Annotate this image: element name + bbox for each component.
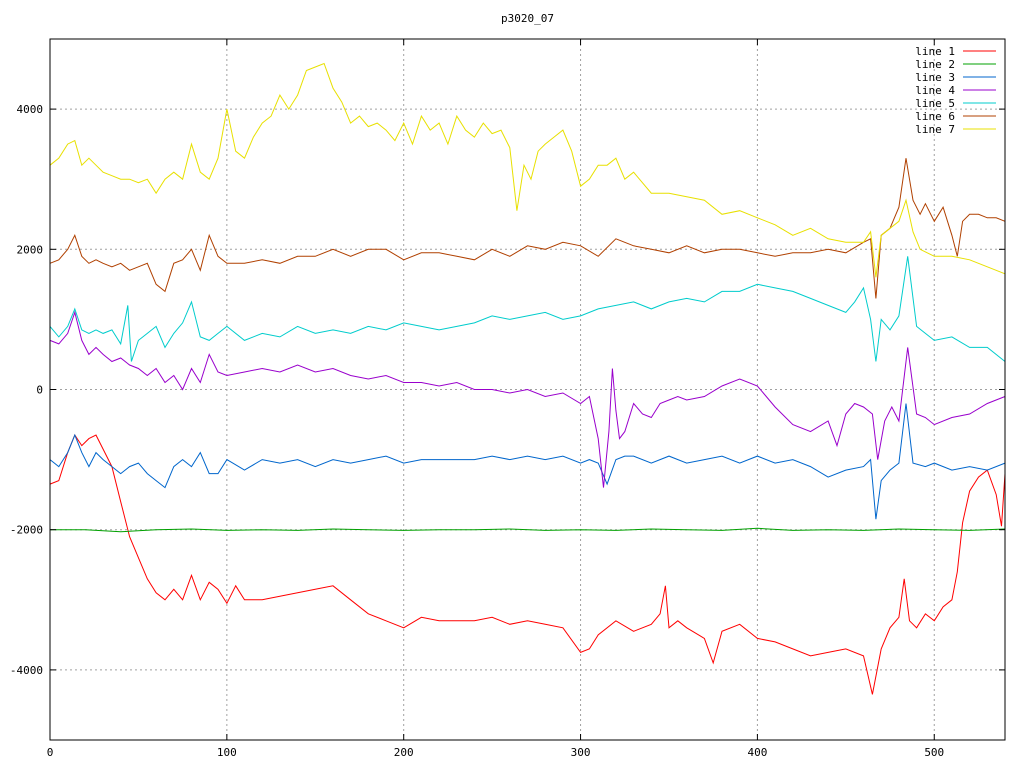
series-lines: [49, 62, 1006, 695]
legend-label-7: line 7: [915, 123, 955, 136]
x-tick-label: 300: [571, 746, 591, 759]
series-line-1: [49, 434, 1006, 695]
chart-title: p3020_07: [501, 12, 554, 25]
x-tick-label: 100: [217, 746, 237, 759]
x-tick-label: 400: [747, 746, 767, 759]
legend-label-2: line 2: [915, 58, 955, 71]
series-line-4: [49, 310, 1006, 488]
series-line-6: [49, 158, 1006, 299]
y-tick-label: -2000: [10, 524, 43, 537]
series-line-5: [49, 256, 1006, 362]
y-tick-label: 4000: [17, 103, 44, 116]
x-tick-label: 500: [924, 746, 944, 759]
series-line-7: [49, 62, 1006, 278]
legend-label-3: line 3: [915, 71, 955, 84]
y-tick-label: -4000: [10, 664, 43, 677]
legend-label-1: line 1: [915, 45, 955, 58]
axis-ticks: 0 100 200 300 400 500 -4000 -2000 0 2000 4000: [10, 39, 1005, 759]
series-line-3: [49, 403, 1006, 520]
x-tick-label: 200: [394, 746, 414, 759]
series-line-2: [50, 527, 1006, 533]
x-tick-label: 0: [47, 746, 54, 759]
legend-label-5: line 5: [915, 97, 955, 110]
y-tick-label: 0: [36, 384, 43, 397]
legend-label-4: line 4: [915, 84, 955, 97]
y-tick-label: 2000: [17, 243, 44, 256]
legend-label-6: line 6: [915, 110, 955, 123]
